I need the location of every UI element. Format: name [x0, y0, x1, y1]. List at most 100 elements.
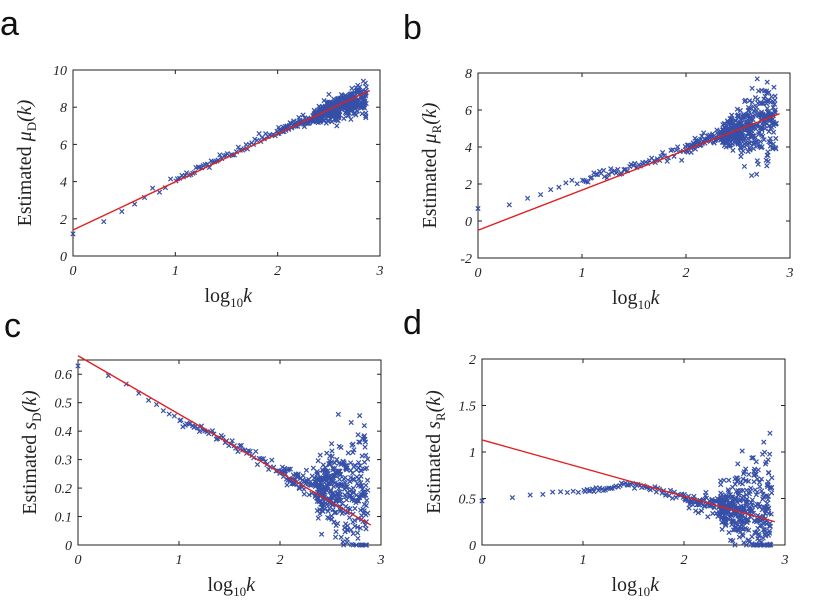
data-point: [722, 125, 728, 131]
data-point: [659, 149, 666, 156]
data-point: [349, 494, 355, 501]
data-point: [726, 477, 732, 483]
data-point: [749, 172, 755, 179]
data-point: [755, 467, 761, 473]
data-point: [316, 486, 323, 492]
x-label-sub: 10: [637, 584, 650, 599]
data-point: [726, 488, 732, 495]
data-point: [334, 123, 340, 129]
data-point: [771, 108, 777, 114]
x-tick-label: 3: [376, 264, 384, 279]
data-point: [357, 542, 363, 548]
data-point: [338, 534, 344, 540]
data-point: [340, 95, 347, 101]
data-point: [726, 529, 732, 536]
x-tick-label: 1: [580, 553, 587, 568]
data-point: [364, 542, 370, 548]
data-point: [764, 120, 770, 127]
data-point: [728, 137, 735, 143]
data-point: [348, 419, 354, 426]
data-point: [229, 438, 235, 444]
data-point: [341, 542, 347, 548]
data-point: [540, 491, 546, 497]
data-point: [312, 116, 318, 122]
data-point: [354, 87, 361, 93]
y-tick-label: -2: [460, 252, 472, 267]
data-point: [744, 119, 750, 125]
data-point: [336, 476, 343, 483]
data-point: [761, 439, 767, 445]
data-point: [328, 487, 334, 493]
x-axis-label: log10k: [612, 574, 661, 599]
data-point: [705, 514, 711, 520]
y-label-post: (k): [14, 99, 36, 122]
data-point: [734, 106, 740, 112]
data-point: [745, 108, 751, 114]
x-tick-label: 0: [70, 264, 77, 279]
data-point: [756, 131, 762, 137]
data-point: [336, 485, 342, 492]
data-point: [160, 408, 166, 414]
data-point: [360, 102, 366, 108]
scatter-series: [479, 430, 775, 548]
data-point: [753, 171, 760, 177]
data-point: [363, 113, 369, 119]
panel-label: d: [403, 304, 422, 342]
data-point: [750, 116, 756, 123]
data-point: [360, 78, 366, 84]
data-point: [675, 144, 681, 150]
data-point: [740, 476, 746, 482]
data-point: [331, 108, 338, 114]
data-point: [751, 479, 757, 485]
x-label-var: k: [650, 574, 660, 596]
data-point: [329, 453, 335, 460]
data-point: [745, 130, 751, 136]
data-point: [773, 135, 779, 142]
data-point: [549, 489, 556, 495]
data-point: [363, 452, 369, 458]
y-tick-label: 1.5: [459, 400, 477, 415]
data-point: [269, 457, 275, 463]
data-point: [342, 480, 348, 486]
data-point: [166, 411, 172, 417]
data-point: [253, 448, 259, 455]
data-point: [361, 422, 367, 429]
data-point: [745, 478, 752, 484]
data-point: [730, 147, 736, 153]
data-point: [556, 184, 562, 190]
data-point: [479, 498, 485, 504]
data-point: [730, 519, 737, 525]
x-label-main: log: [208, 574, 234, 596]
data-point: [333, 529, 339, 535]
data-point: [615, 166, 621, 172]
x-axis-label: log10k: [205, 285, 254, 310]
data-point: [745, 537, 752, 543]
data-point: [362, 444, 368, 450]
x-label-sub: 10: [230, 295, 243, 310]
scatter-series: [475, 76, 779, 212]
data-point: [333, 509, 339, 515]
x-tick-label: 3: [781, 553, 789, 568]
data-point: [358, 542, 364, 548]
data-point: [745, 517, 752, 523]
data-point: [537, 191, 544, 198]
data-point: [168, 176, 174, 182]
data-point: [736, 519, 743, 525]
data-point: [303, 467, 310, 473]
scatter-series: [70, 78, 369, 237]
data-point: [284, 482, 290, 488]
data-point: [178, 417, 184, 423]
data-point: [149, 185, 156, 191]
y-tick-label: 0.1: [55, 511, 73, 526]
data-point: [760, 491, 766, 497]
data-point: [365, 510, 371, 516]
data-point: [362, 542, 369, 548]
data-point: [320, 467, 326, 474]
data-point: [757, 111, 763, 118]
data-point: [318, 498, 324, 505]
y-label-symbol: s: [423, 421, 445, 429]
y-label-sub: D: [29, 413, 44, 422]
data-point: [771, 84, 777, 90]
y-tick-label: 6: [465, 104, 472, 119]
data-point: [342, 492, 348, 498]
